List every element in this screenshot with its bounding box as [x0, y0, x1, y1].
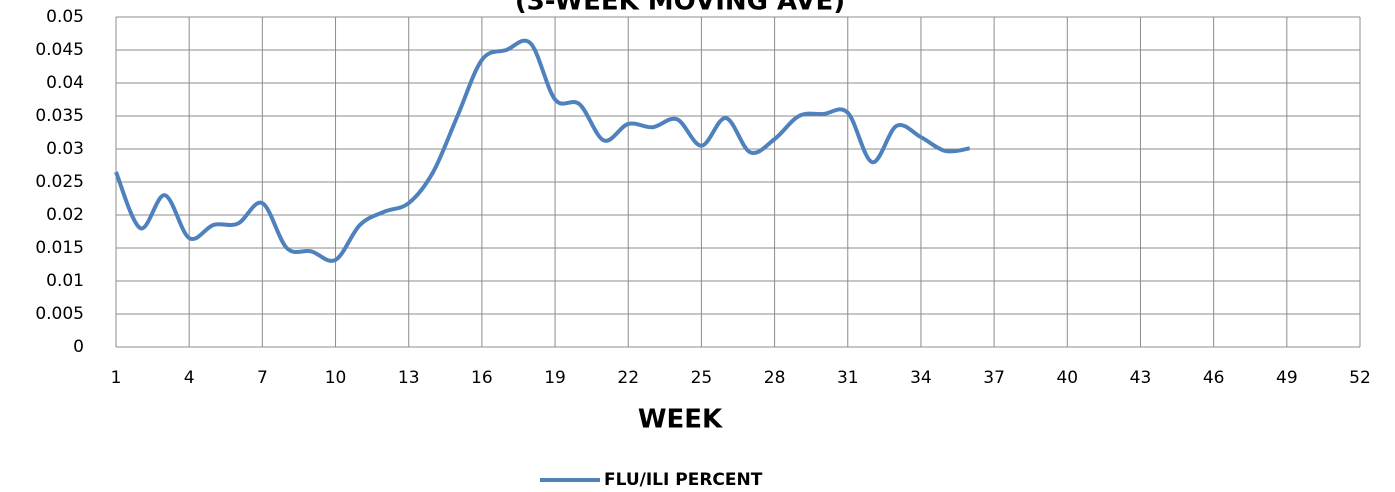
- x-tick-label: 28: [764, 368, 786, 388]
- y-tick-label: 0.05: [46, 7, 84, 27]
- x-tick-label: 7: [257, 368, 268, 388]
- y-tick-label: 0.005: [35, 304, 84, 324]
- x-tick-label: 52: [1349, 368, 1371, 388]
- y-tick-label: 0: [73, 337, 84, 357]
- x-tick-label: 1: [111, 368, 122, 388]
- y-tick-label: 0.02: [46, 205, 84, 225]
- x-tick-label: 31: [837, 368, 859, 388]
- y-tick-label: 0.045: [35, 40, 84, 60]
- x-tick-label: 37: [983, 368, 1005, 388]
- y-tick-label: 0.01: [46, 271, 84, 291]
- y-tick-label: 0.015: [35, 238, 84, 258]
- x-tick-label: 25: [691, 368, 713, 388]
- x-tick-label: 4: [184, 368, 195, 388]
- x-tick-label: 13: [398, 368, 420, 388]
- x-tick-label: 46: [1203, 368, 1225, 388]
- x-tick-label: 43: [1130, 368, 1152, 388]
- series-line: [114, 38, 971, 263]
- y-tick-label: 0.03: [46, 139, 84, 159]
- x-tick-label: 40: [1056, 368, 1078, 388]
- x-tick-label: 22: [617, 368, 639, 388]
- x-tick-label: 49: [1276, 368, 1298, 388]
- legend-label: FLU/ILI PERCENT: [604, 470, 763, 490]
- chart-title: (3-WEEK MOVING AVE): [515, 0, 845, 17]
- y-tick-label: 0.025: [35, 172, 84, 192]
- y-tick-label: 0.04: [46, 73, 84, 93]
- x-tick-label: 19: [544, 368, 566, 388]
- x-tick-label: 16: [471, 368, 493, 388]
- y-tick-label: 0.035: [35, 106, 84, 126]
- x-axis-label: WEEK: [638, 405, 723, 435]
- x-tick-label: 34: [910, 368, 932, 388]
- x-tick-label: 10: [325, 368, 347, 388]
